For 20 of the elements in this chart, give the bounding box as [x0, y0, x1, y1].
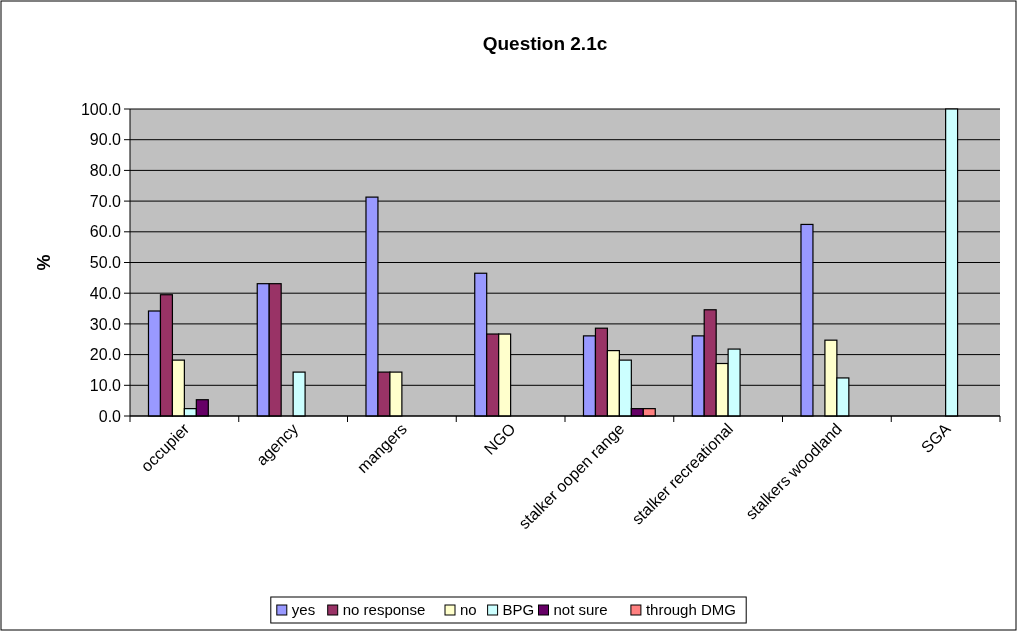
x-tick-label: SGA	[917, 419, 954, 457]
y-tick-label: 90.0	[89, 131, 122, 149]
y-tick-label: 60.0	[89, 223, 122, 241]
y-tick-label: 10.0	[89, 376, 122, 394]
y-tick-label: 80.0	[89, 162, 122, 179]
y-axis-title: %	[34, 254, 54, 271]
legend-label: not sure	[553, 601, 608, 618]
y-tick-label: 70.0	[89, 192, 122, 210]
legend-label: through DMG	[645, 601, 736, 618]
legend-label: no response	[342, 601, 426, 618]
legend-label: BPG	[502, 601, 535, 618]
legend-label: no	[460, 601, 477, 618]
y-tick-label: 20.0	[89, 346, 122, 364]
chart-title: Question 2.1c	[482, 33, 608, 54]
y-tick-label: 50.0	[89, 254, 122, 272]
y-tick-label: 0.0	[98, 407, 122, 425]
y-tick-label: 30.0	[89, 315, 122, 333]
y-tick-label: 100.0	[80, 100, 122, 118]
legend-label: yes	[291, 601, 316, 618]
y-tick-label: 40.0	[89, 284, 122, 302]
